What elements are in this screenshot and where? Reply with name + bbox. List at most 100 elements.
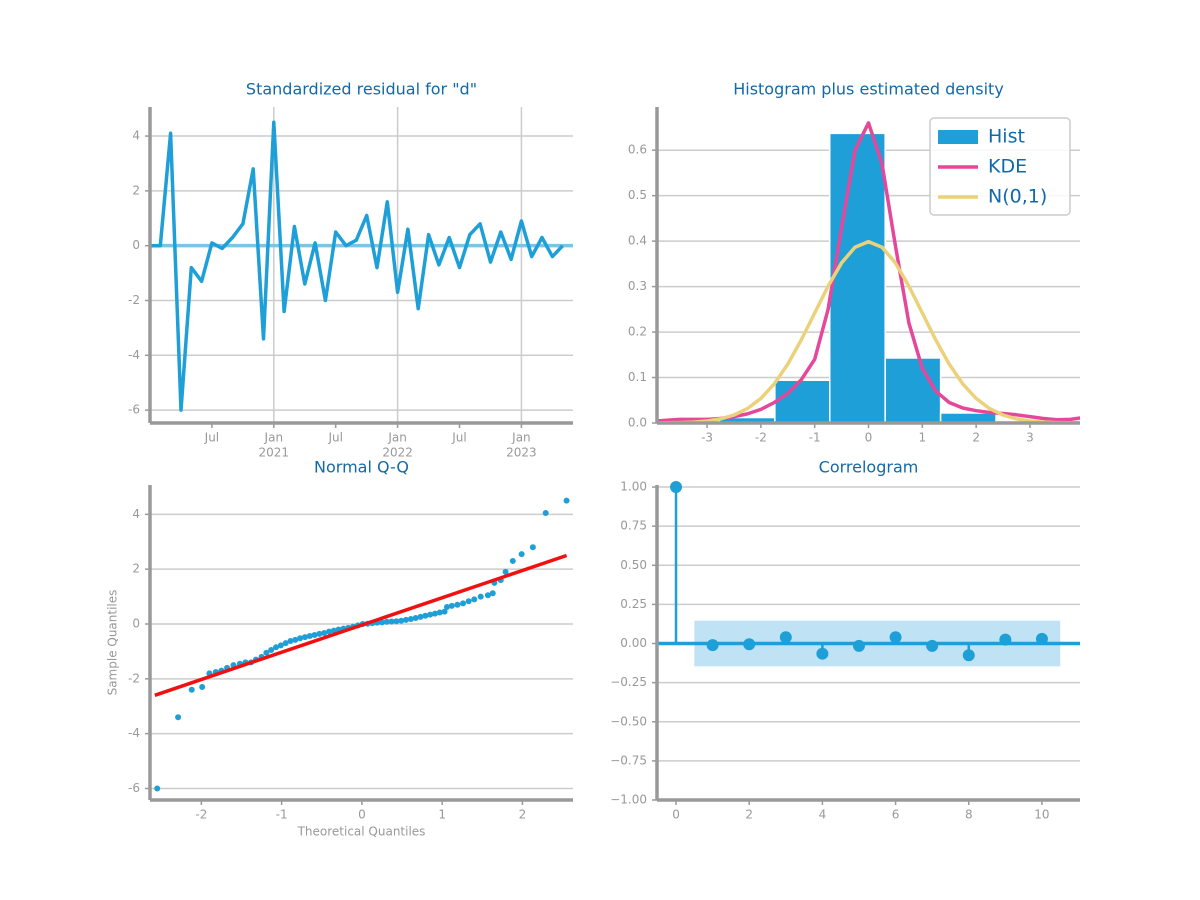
qq-point — [154, 785, 161, 792]
panel: Normal Q-Q Theoretical Quantiles Sample Qu… — [106, 458, 573, 839]
residual-line — [150, 120, 564, 412]
qq-point — [448, 602, 455, 609]
qq-point — [471, 596, 478, 603]
x-tick-label: -1 — [276, 808, 288, 822]
qq-point — [509, 557, 516, 564]
qq-point — [393, 618, 400, 625]
legend-swatch — [938, 130, 978, 144]
x-tick-label: 2 — [519, 808, 527, 822]
y-tick-label: -4 — [128, 348, 140, 362]
qq-point — [484, 592, 491, 599]
qq-point — [465, 598, 472, 605]
qq-point — [412, 614, 419, 621]
x-tick-label: 4 — [819, 808, 827, 822]
x-tick-label: Jan — [387, 431, 407, 445]
x-tick-label: Jan — [264, 431, 284, 445]
plot-area — [657, 481, 1080, 667]
legend-label: N(0,1) — [988, 186, 1047, 208]
qq-point — [460, 600, 467, 607]
qq-point — [563, 497, 570, 504]
qq-point — [383, 618, 390, 625]
qq-point — [542, 509, 549, 516]
x-tick-label: 0 — [358, 808, 366, 822]
qq-point — [199, 684, 206, 691]
stem-marker — [962, 649, 975, 662]
plot-area — [150, 120, 573, 412]
y-tick-label: -6 — [128, 403, 140, 417]
qq-point — [454, 601, 461, 608]
x-tick-year: 2022 — [382, 446, 413, 460]
qq-point — [268, 647, 275, 654]
hist-bar — [939, 412, 997, 423]
y-tick-label: 2 — [132, 562, 140, 576]
panel-title: Correlogram — [819, 458, 919, 477]
stem-marker — [999, 633, 1012, 646]
y-tick-label: 2 — [132, 183, 140, 197]
x-tick-label: Jul — [327, 431, 342, 445]
hist-bar — [884, 357, 942, 423]
qq-point — [282, 640, 289, 647]
stem-marker — [889, 631, 902, 644]
x-tick-label: -2 — [195, 808, 207, 822]
x-tick-label: -2 — [755, 431, 767, 445]
series-line — [657, 239, 1080, 423]
x-axis-label: Theoretical Quantiles — [297, 825, 426, 839]
legend-label: Hist — [988, 126, 1025, 148]
qq-point — [188, 686, 195, 693]
y-tick-label: −0.50 — [610, 714, 647, 728]
y-axis-label: Sample Quantiles — [106, 590, 120, 696]
y-tick-label: 1.00 — [620, 480, 647, 494]
y-tick-label: 0.1 — [628, 370, 647, 384]
x-tick-label: 2 — [745, 808, 753, 822]
qq-point — [277, 642, 284, 649]
y-tick-label: 4 — [132, 129, 140, 143]
panel-title: Standardized residual for "d" — [246, 80, 477, 99]
stem-marker — [852, 639, 865, 652]
qq-point — [273, 644, 280, 651]
legend-label: KDE — [988, 156, 1027, 178]
x-tick-label: Jul — [204, 431, 219, 445]
qq-point — [502, 568, 509, 575]
qq-point — [378, 619, 385, 626]
qq-point — [306, 633, 313, 640]
y-tick-label: -4 — [128, 726, 140, 740]
x-tick-label: -3 — [701, 431, 713, 445]
panel: Histogram plus estimated density 0.0 0.1 0.… — [628, 80, 1080, 445]
qq-point — [287, 637, 294, 644]
x-tick-label: 0 — [865, 431, 873, 445]
plot-area — [154, 497, 570, 792]
qq-point — [477, 593, 484, 600]
y-tick-label: 0.00 — [620, 636, 647, 650]
x-tick-label: Jan — [511, 431, 531, 445]
x-tick-label: 1 — [918, 431, 926, 445]
stem-marker — [779, 631, 792, 644]
qq-point — [441, 608, 448, 615]
qq-point — [431, 610, 438, 617]
y-tick-label: -2 — [128, 671, 140, 685]
x-tick-label: 3 — [1026, 431, 1034, 445]
qq-point — [427, 611, 434, 618]
qq-point — [321, 630, 328, 637]
y-tick-label: 0.5 — [628, 188, 647, 202]
stem-marker — [706, 639, 719, 652]
qq-point — [436, 609, 443, 616]
x-tick-label: 2 — [972, 431, 980, 445]
y-tick-label: 0.3 — [628, 279, 647, 293]
y-tick-label: 0.6 — [628, 143, 647, 157]
y-tick-label: 0 — [132, 616, 140, 630]
x-tick-label: 8 — [965, 808, 973, 822]
qq-point — [175, 714, 182, 721]
stem-marker — [743, 638, 756, 651]
qq-point — [398, 617, 405, 624]
panel-title: Histogram plus estimated density — [733, 80, 1004, 99]
qq-point — [422, 612, 429, 619]
qq-point — [325, 628, 332, 635]
y-tick-label: 0.25 — [620, 597, 647, 611]
qq-point — [443, 603, 450, 610]
panel: Standardized residual for "d" -6 -4 -2 0 2 4 Ju… — [128, 80, 573, 460]
qq-point — [297, 635, 304, 642]
y-tick-label: 0.75 — [620, 519, 647, 533]
qq-point — [263, 649, 270, 656]
x-tick-label: Jul — [451, 431, 466, 445]
y-tick-label: -6 — [128, 781, 140, 795]
